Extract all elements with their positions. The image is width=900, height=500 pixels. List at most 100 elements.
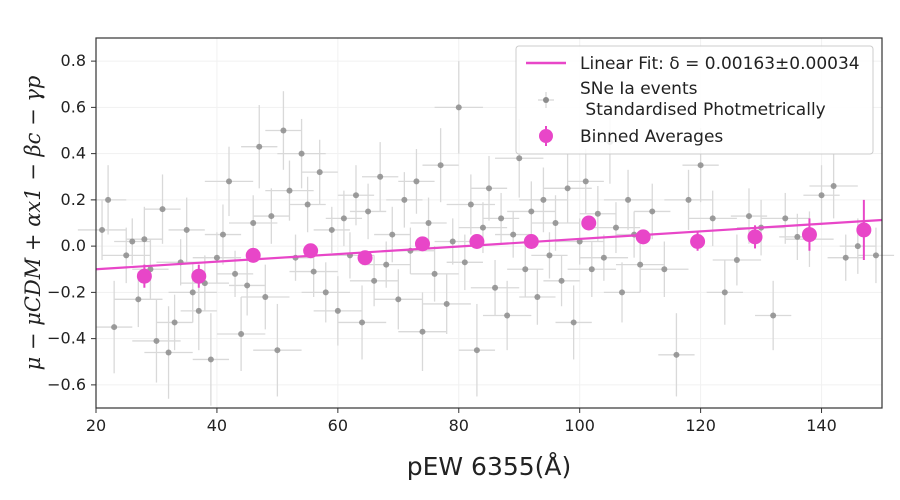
legend-box [515, 45, 874, 155]
legend: Linear Fit: δ = 0.00163±0.00034 SNe Ia e… [515, 45, 874, 155]
sne-point [328, 226, 335, 233]
linear-fit-line [95, 218, 883, 271]
bin-marker [469, 234, 485, 249]
sne-point [310, 268, 317, 275]
sne-point [334, 307, 341, 314]
bin-marker [303, 243, 319, 259]
sne-point [359, 319, 366, 326]
sne-point [419, 328, 426, 335]
sne-point [842, 254, 849, 261]
sne-point [486, 185, 492, 192]
sne-point [377, 173, 384, 180]
sne-point [673, 351, 680, 358]
sne-point [383, 261, 390, 268]
sne-point [733, 257, 740, 263]
sne-point [99, 226, 106, 233]
sne-point [455, 104, 462, 111]
x-axis-label: pEW 6355(Å) [407, 452, 572, 481]
sne-point [516, 155, 523, 162]
sne-point [425, 220, 432, 226]
sne-point [189, 289, 196, 296]
y-axis-label: μ − μCDM + αx1 − βc − γp [21, 76, 45, 371]
sne-point [721, 289, 728, 296]
sne-point [619, 289, 626, 296]
sne-point [213, 254, 220, 261]
sne-point [280, 127, 287, 134]
sne-point [395, 296, 402, 303]
plot-frame [95, 37, 883, 409]
sne-point [219, 231, 226, 238]
sne-point [262, 294, 269, 300]
sne-point [159, 206, 166, 213]
sne-point [534, 294, 541, 300]
legend-bin-swatch-dot [539, 129, 553, 143]
sne-point [637, 261, 644, 268]
y-tick-label: 0.8 [61, 51, 86, 70]
sne-point [123, 252, 130, 259]
bin-marker [136, 268, 152, 284]
sne-point [528, 208, 535, 215]
bin-marker [856, 222, 872, 238]
legend-sne-swatch-dot [543, 97, 549, 103]
y-tick-label: −0.6 [47, 375, 86, 394]
sne-point [770, 312, 777, 319]
bin-marker [414, 236, 430, 252]
bin-marker [581, 215, 597, 231]
sne-point [498, 215, 505, 222]
sne-point [504, 312, 511, 319]
x-tick-label: 100 [564, 416, 595, 435]
sne-point [389, 231, 396, 238]
sne-point [661, 266, 668, 273]
sne-point [492, 284, 499, 291]
sne-point [570, 319, 577, 326]
sne-point [582, 178, 589, 185]
legend-sne-label-line: SNe Ia events [580, 79, 698, 99]
sne-point [649, 208, 656, 215]
sne-point [238, 331, 245, 337]
x-tick-label: 140 [806, 416, 837, 435]
y-tick-label: −0.4 [47, 329, 86, 348]
sne-point [558, 277, 565, 284]
x-tick-label: 20 [86, 416, 106, 435]
y-tick-label: 0.6 [61, 97, 86, 116]
sne-point [365, 208, 372, 215]
sne-point [449, 238, 456, 245]
sne-point [697, 162, 704, 169]
legend-fit-label: Linear Fit: δ = 0.00163±0.00034 [580, 54, 860, 74]
y-tick-label: 0.0 [61, 236, 86, 255]
sne-point [226, 178, 233, 185]
bin-marker [245, 247, 261, 263]
x-tick-label: 60 [328, 416, 348, 435]
sne-point [340, 215, 347, 222]
sne-point [207, 356, 214, 363]
sne-point [473, 347, 480, 354]
sne-point [830, 183, 837, 189]
sne-point [298, 150, 305, 157]
bin-marker [191, 268, 207, 284]
sne-point [316, 169, 323, 176]
sne-point [256, 143, 263, 150]
sne-point [431, 270, 438, 277]
x-tick-label: 40 [207, 416, 227, 435]
sne-point [195, 307, 202, 314]
sne-point [304, 201, 311, 208]
sne-point [232, 270, 239, 277]
bin-marker [357, 250, 373, 266]
y-tick-label: 0.2 [61, 190, 86, 209]
sne-point [135, 296, 142, 303]
sne-point [443, 300, 450, 307]
sne-point [141, 236, 148, 243]
sne-point [709, 215, 716, 222]
binned-averages-layer [136, 199, 872, 288]
sne-point [183, 226, 190, 233]
sne-point [685, 196, 692, 203]
x-axis-ticks: 20 40 60 80 100 120 140 [86, 408, 837, 435]
sne-point [552, 220, 559, 226]
sne-point [600, 254, 607, 261]
sne-point [625, 196, 632, 203]
sne-point [371, 277, 378, 284]
sne-point [286, 187, 293, 194]
sne-point [794, 233, 801, 240]
sne-point [818, 192, 825, 199]
sne-point [437, 162, 444, 169]
